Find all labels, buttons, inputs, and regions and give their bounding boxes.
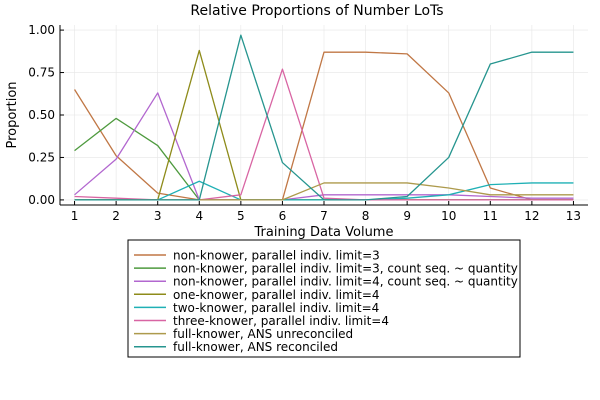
legend: non-knower, parallel indiv. limit=3non-k… (127, 239, 521, 358)
y-tick-label: 0.75 (28, 66, 55, 80)
y-tick-label: 0.00 (28, 193, 55, 207)
legend-label: non-knower, parallel indiv. limit=3 (173, 249, 380, 263)
series-lines (73, 34, 574, 201)
x-tick-label: 12 (524, 209, 539, 223)
x-tick-label: 5 (237, 209, 245, 223)
x-tick-label: 2 (112, 209, 120, 223)
legend-label: non-knower, parallel indiv. limit=3, cou… (173, 262, 518, 276)
x-tick-label: 9 (403, 209, 411, 223)
legend-label: non-knower, parallel indiv. limit=4, cou… (173, 275, 518, 289)
x-tick-label: 10 (441, 209, 456, 223)
y-tick-label: 0.50 (28, 108, 55, 122)
legend-label: one-knower, parallel indiv. limit=4 (173, 288, 380, 302)
legend-label: full-knower, ANS unreconciled (173, 327, 353, 341)
x-tick-label: 3 (154, 209, 162, 223)
x-tick-label: 6 (279, 209, 287, 223)
x-ticks: 1 2 3 4 5 6 7 8 9 10 11 12 13 (71, 201, 581, 223)
legend-label: two-knower, parallel indiv. limit=4 (173, 301, 379, 315)
y-tick-label: 1.00 (28, 23, 55, 37)
legend-label: three-knower, parallel indiv. limit=4 (173, 314, 389, 328)
x-axis-title: Training Data Volume (254, 225, 394, 240)
legend-label: full-knower, ANS reconciled (173, 340, 338, 354)
x-tick-label: 13 (566, 209, 581, 223)
series-line-3 (74, 92, 574, 201)
y-ticks: 0.00 0.25 0.50 0.75 1.00 (28, 23, 64, 207)
legend-box (127, 239, 521, 358)
x-tick-label: 8 (362, 209, 370, 223)
y-tick-label: 0.25 (28, 150, 55, 164)
x-tick-label: 4 (195, 209, 203, 223)
series-line-1 (73, 51, 574, 201)
x-tick-label: 1 (71, 209, 79, 223)
x-tick-label: 11 (483, 209, 498, 223)
y-axis-title: Proportion (5, 81, 20, 148)
x-tick-label: 7 (320, 209, 328, 223)
series-line-8 (74, 34, 574, 201)
chart-title: Relative Proportions of Number LoTs (190, 3, 443, 19)
